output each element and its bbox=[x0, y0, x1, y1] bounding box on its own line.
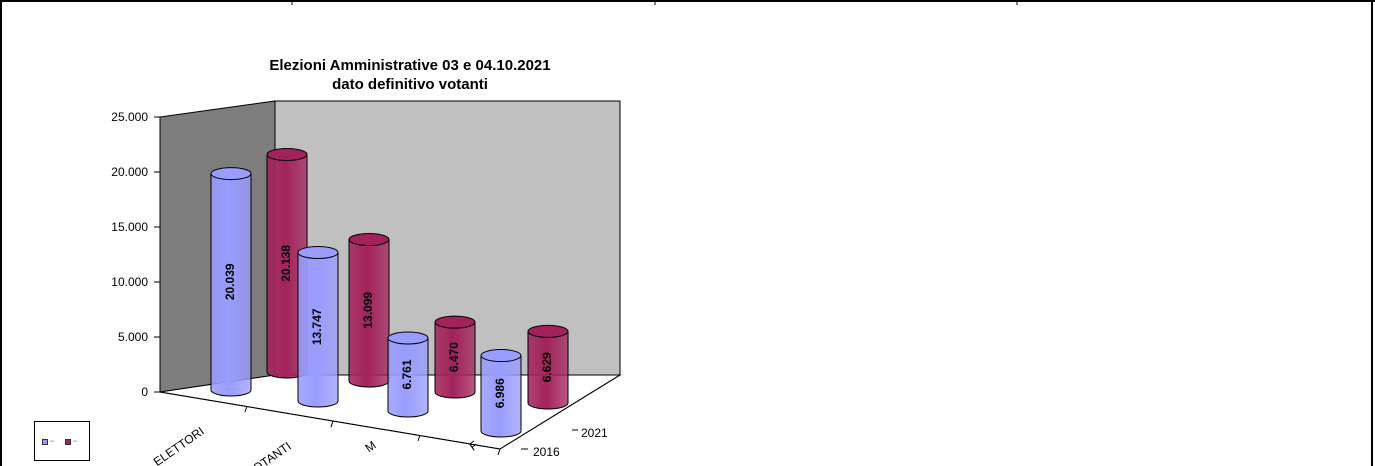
chart-subtitle: dato definitivo votanti bbox=[332, 76, 488, 93]
legend-label-2016: 2016 bbox=[50, 441, 55, 443]
bars: 20.138 20.039 13.099 13.747 6.470 6.761 6.629 6… bbox=[210, 148, 569, 438]
category-label: VOTANTI bbox=[244, 439, 294, 466]
bar-top bbox=[387, 331, 429, 345]
bar-body bbox=[387, 337, 429, 418]
data-label: 6.470 bbox=[447, 342, 461, 372]
bar-body bbox=[210, 173, 252, 397]
chart-title: Elezioni Amministrative 03 e 04.10.2021 bbox=[269, 57, 550, 74]
bar-2021-f: 6.629 bbox=[527, 324, 569, 410]
bar-top bbox=[527, 324, 569, 338]
bar-2021-m: 6.470 bbox=[434, 315, 476, 399]
data-label: 13.099 bbox=[361, 292, 375, 329]
legend-label-2021: 2021 bbox=[73, 441, 78, 443]
data-label: 20.039 bbox=[223, 263, 237, 300]
legend-item-2021: 2021 bbox=[65, 439, 77, 445]
bar-top bbox=[210, 167, 252, 181]
legend-swatch-2016 bbox=[42, 439, 48, 445]
y-tick-label: 0 bbox=[141, 385, 148, 399]
bar-2016-votanti: 13.747 bbox=[297, 246, 339, 408]
y-tick-label: 5.000 bbox=[118, 330, 148, 344]
data-label: 6.986 bbox=[493, 378, 507, 408]
depth-axis-line bbox=[499, 374, 621, 450]
bar-top bbox=[434, 315, 476, 329]
depth-label-back: 2021 bbox=[581, 426, 608, 440]
x-axis-line bbox=[159, 391, 501, 450]
bar-2016-m: 6.761 bbox=[387, 331, 429, 418]
y-tick-label: 20.000 bbox=[111, 165, 148, 179]
x-tick-mark bbox=[244, 405, 248, 413]
bar-top bbox=[480, 349, 522, 363]
x-tick-mark bbox=[417, 434, 421, 442]
bar-body bbox=[527, 330, 569, 410]
bar-body bbox=[480, 355, 522, 438]
data-label: 6.629 bbox=[540, 352, 554, 382]
depth-label-front: 2016 bbox=[533, 445, 560, 459]
category-label: M bbox=[362, 438, 378, 455]
bar-top bbox=[266, 148, 308, 162]
x-tick-mark bbox=[330, 420, 334, 428]
y-axis: 0 5.000 10.000 15.000 20.000 25.000 bbox=[111, 110, 161, 399]
bar-2021-votanti: 13.099 bbox=[348, 233, 390, 388]
bar-top bbox=[348, 233, 390, 247]
category-label: ELETTORI bbox=[151, 424, 207, 466]
bar-2016-elettori: 20.039 bbox=[210, 167, 252, 397]
bar-top bbox=[297, 246, 339, 260]
y-tick-label: 10.000 bbox=[111, 275, 148, 289]
y-tick-label: 25.000 bbox=[111, 110, 148, 124]
legend-swatch-2021 bbox=[65, 439, 71, 445]
y-tick-label: 15.000 bbox=[111, 220, 148, 234]
bar-body bbox=[434, 321, 476, 399]
bar-2016-f: 6.986 bbox=[480, 349, 522, 438]
data-label: 20.138 bbox=[279, 245, 293, 282]
bar-body bbox=[297, 252, 339, 408]
legend-item-2016: 2016 bbox=[42, 439, 54, 445]
x-tick-mark bbox=[497, 448, 501, 456]
data-label: 13.747 bbox=[310, 308, 324, 345]
legend: 2016 2021 bbox=[34, 421, 90, 461]
data-label: 6.761 bbox=[400, 359, 414, 389]
